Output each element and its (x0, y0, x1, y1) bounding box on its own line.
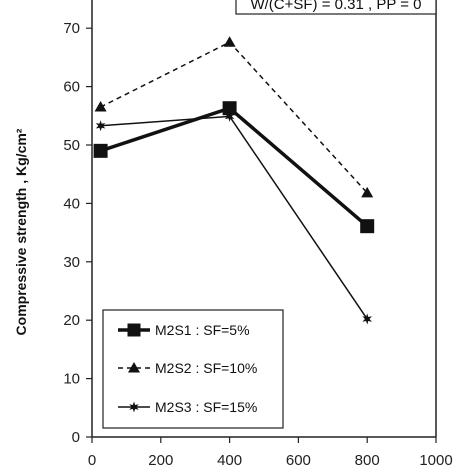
square-marker (222, 101, 237, 116)
y-tick-label: 0 (72, 429, 80, 446)
x-tick-label: 400 (217, 452, 242, 469)
triangle-marker (223, 36, 236, 47)
series-line (100, 115, 368, 320)
x-tick-label: 200 (148, 452, 173, 469)
triangle-marker (128, 362, 140, 373)
series-line (100, 41, 368, 194)
legend: M2S1 : SF=5% M2S2 : SF=10% M2S3 : SF=15% (102, 309, 284, 429)
annotation-layer: W/(C+SF) = 0.31 , PP = 0 (235, 0, 437, 15)
annotation-text: W/(C+SF) = 0.31 , PP = 0 (250, 0, 421, 13)
legend-label: M2S2 : SF=10% (155, 360, 257, 376)
y-tick-label: 60 (63, 79, 80, 96)
x-tick-label: 1000 (419, 452, 452, 469)
y-tick-label: 20 (63, 312, 80, 329)
legend-label: M2S1 : SF=5% (155, 322, 250, 338)
legend-label: M2S3 : SF=15% (155, 399, 257, 415)
square-marker (93, 143, 108, 158)
y-tick-label: 70 (63, 20, 80, 37)
y-axis-label: Compressive strength , Kg/cm² (13, 128, 29, 335)
star-marker (129, 401, 139, 413)
y-tick-label: 40 (63, 195, 80, 212)
triangle-marker (361, 186, 374, 198)
square-marker (360, 219, 375, 234)
y-tick-label: 30 (63, 254, 80, 271)
series-line (100, 106, 369, 228)
star-marker (95, 120, 106, 132)
triangle-marker (94, 101, 107, 112)
x-tick-label: 0 (88, 452, 96, 469)
y-tick-label: 50 (63, 137, 80, 154)
series-1 (93, 101, 375, 234)
annotation-box (235, 0, 437, 15)
series-2 (94, 36, 374, 198)
star-marker (362, 313, 372, 325)
axes-layer: 0 10 20 30 40 50 60 70 0 200 400 600 800 1000 Compress… (13, 0, 453, 469)
series-3 (95, 110, 372, 325)
x-tick-label: 800 (355, 452, 380, 469)
square-marker (127, 323, 141, 337)
star-marker (224, 110, 235, 122)
x-tick-label: 600 (286, 452, 311, 469)
y-tick-label: 10 (63, 371, 80, 388)
series-layer (93, 36, 375, 325)
